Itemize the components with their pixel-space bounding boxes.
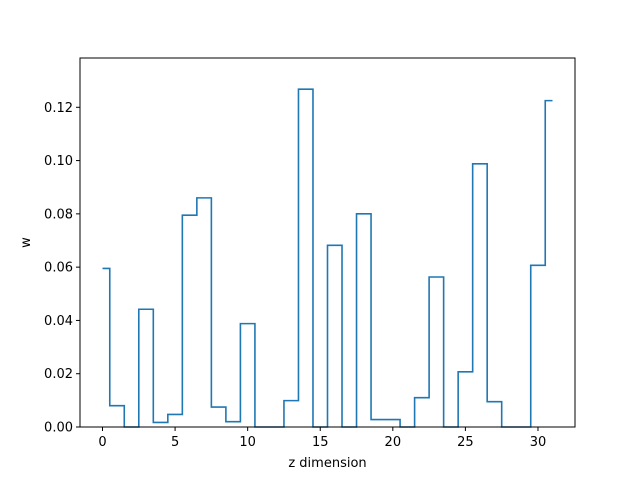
y-tick-label: 0.02 — [44, 367, 73, 382]
x-tick-label: 0 — [98, 435, 106, 450]
y-tick-label: 0.04 — [44, 314, 73, 329]
x-axis-label: z dimension — [288, 456, 366, 471]
x-tick-label: 15 — [312, 435, 329, 450]
y-tick-label: 0.00 — [44, 421, 73, 436]
y-tick-label: 0.08 — [44, 207, 73, 222]
y-tick-label: 0.12 — [44, 101, 73, 116]
plot-frame — [79, 57, 576, 428]
x-tick-label: 10 — [239, 435, 256, 450]
x-tick-label: 25 — [457, 435, 474, 450]
x-tick-label: 5 — [171, 435, 179, 450]
y-axis-label: w — [19, 237, 34, 248]
x-ticks: 0 5 10 15 20 25 30 — [98, 427, 546, 450]
y-tick-label: 0.06 — [44, 261, 73, 276]
x-tick-label: 20 — [385, 435, 402, 450]
x-tick-label: 30 — [530, 435, 547, 450]
y-ticks: 0.00 0.02 0.04 0.06 0.08 0.10 0.12 — [44, 101, 80, 436]
y-tick-label: 0.10 — [44, 154, 73, 169]
